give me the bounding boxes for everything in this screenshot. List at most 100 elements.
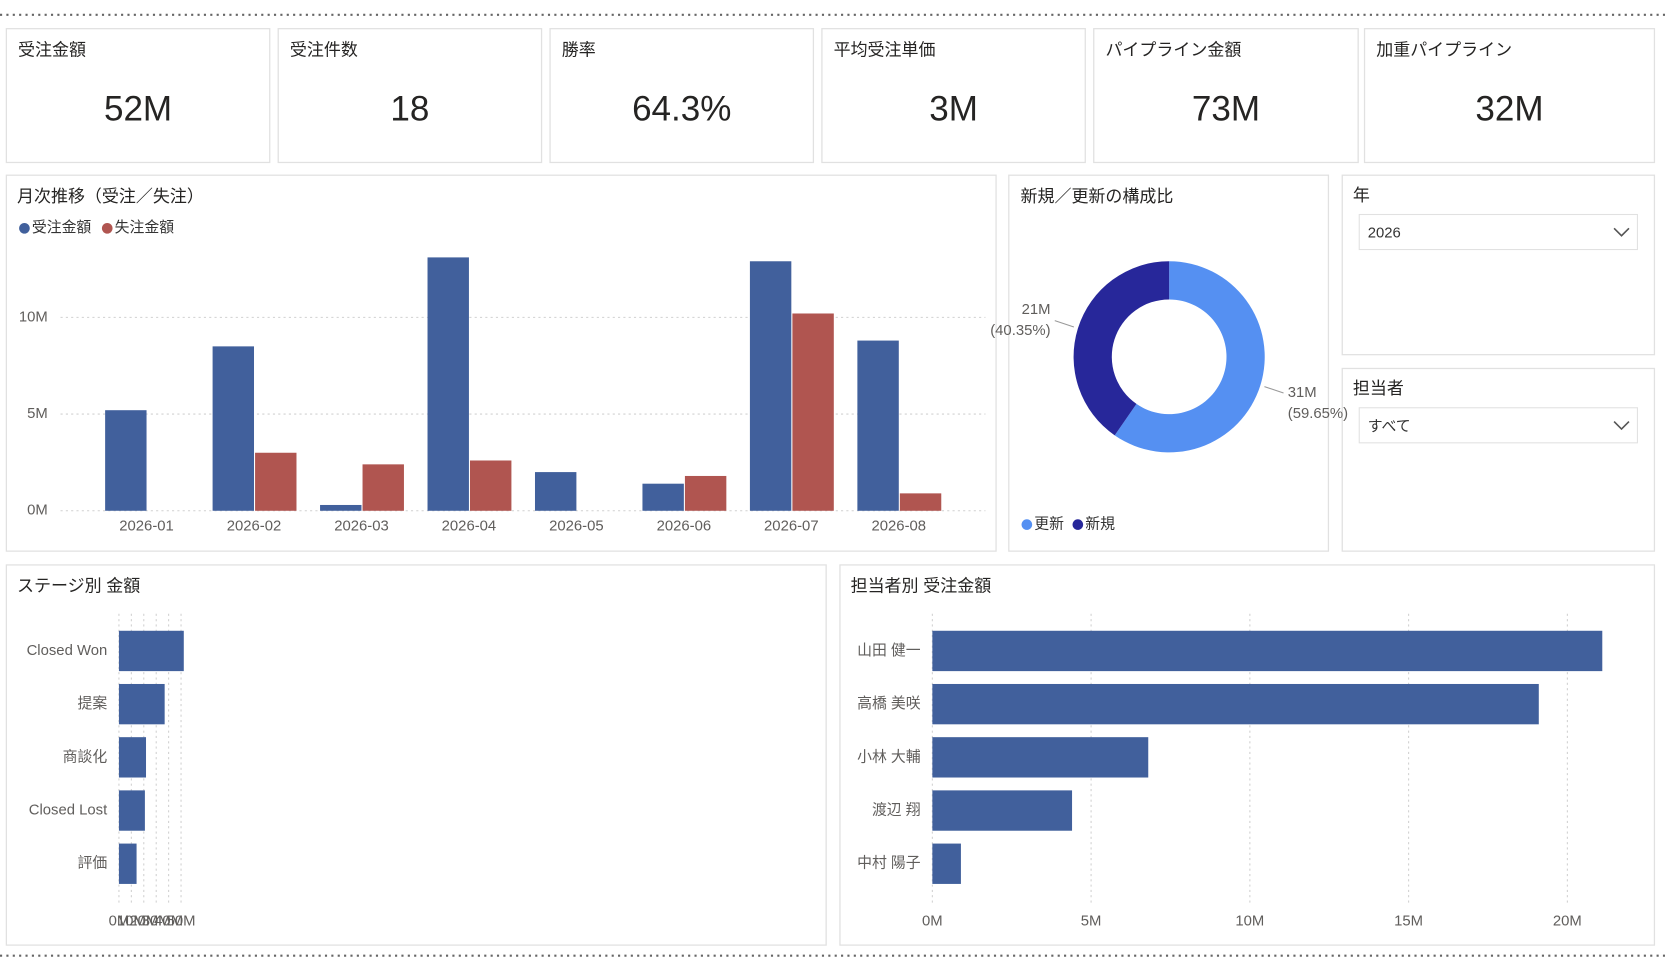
bar [427,257,469,511]
y-tick-label: 小林 大輔 [857,748,921,765]
leader-line [1264,386,1284,394]
x-tick-label: 0M [109,914,130,930]
x-tick-label: 0M [922,914,943,930]
donut-segment [1073,261,1170,436]
leader-line [1054,320,1075,328]
bar [118,630,184,672]
kpi-card [1363,28,1656,164]
bar [255,452,297,511]
x-tick-label: 2026-04 [442,519,497,535]
slicer-dropdown[interactable] [1358,407,1638,444]
x-tick-label: 2026-02 [227,519,282,535]
bar [362,464,404,511]
legend-marker [1021,519,1033,530]
kpi-label: 受注金額 [18,40,86,59]
x-tick-label: 15M [1394,914,1423,930]
y-tick-label: 提案 [78,694,108,712]
bar [320,504,362,511]
kpi-value: 64.3% [632,90,731,129]
slicer-panel [1341,367,1656,552]
bar [684,475,727,511]
y-tick-label: 0M [27,503,48,519]
x-tick-label: 10M [117,914,146,930]
bar [118,790,145,831]
chart-title: ステージ別 金額 [17,577,140,596]
donut-segment [1114,261,1265,453]
y-tick-label: 高橋 美咲 [857,695,921,712]
dropdown-arrow [1613,227,1630,237]
bar [749,261,792,511]
bar [899,493,942,511]
x-tick-label: 2026-07 [764,519,819,535]
y-tick-label: 評価 [78,855,108,872]
bar [792,313,834,511]
data-label-line: 31M [1288,385,1317,401]
data-label: 31M (59.65%) [1288,385,1348,422]
y-tick-label: 5M [27,406,48,422]
x-tick-label: 2026-01 [119,519,174,535]
chart-title: 新規／更新の構成比 [1020,187,1173,206]
bar [118,683,165,725]
bar [932,683,1539,725]
chart-panel [1008,174,1330,552]
kpi-value: 32M [1475,90,1543,129]
bar [932,630,1603,672]
data-label-line: 21M [1022,302,1051,318]
y-tick-label: 渡辺 翔 [872,801,921,818]
slicer-label: 担当者 [1353,379,1404,398]
slicer-dropdown[interactable] [1358,213,1638,251]
kpi-label: 平均受注単価 [834,40,936,59]
legend-marker [19,222,30,234]
bar [932,737,1149,778]
bar [932,790,1073,831]
x-tick-label: 5M [1081,914,1102,930]
x-tick-label: 50M [167,914,196,930]
legend-marker [1072,519,1084,530]
kpi-value: 52M [104,90,172,129]
kpi-card [821,28,1086,164]
dropdown-arrow [1613,421,1630,431]
x-tick-label: 2026-08 [872,519,927,535]
kpi-card [277,28,543,164]
y-tick-label: 10M [19,309,48,325]
bar [105,410,147,511]
kpi-value: 18 [390,90,429,129]
slicer-value: 2026 [1368,226,1401,242]
legend-label: 受注金額 [32,219,92,236]
legend-marker [101,222,113,234]
y-tick-label: 商談化 [63,748,108,765]
legend-label: 新規 [1085,516,1115,533]
data-label: 21M (40.35%) [990,302,1050,339]
kpi-label: パイプライン金額 [1105,40,1241,59]
kpi-card [5,28,271,164]
x-tick-label: 2026-03 [334,519,389,535]
bar [642,483,684,511]
bar [212,346,255,511]
kpi-card [549,28,815,164]
chart-title: 担当者別 受注金額 [851,577,992,596]
slicer-value: すべて [1368,418,1411,435]
bar [118,843,137,884]
bar [534,472,577,511]
y-tick-label: Closed Lost [29,802,108,818]
kpi-card [1093,28,1359,164]
y-tick-label: Closed Won [27,643,108,659]
y-tick-label: 中村 陽子 [857,855,921,872]
slicer-panel [1341,174,1656,356]
bar [469,460,512,511]
x-tick-label: 2026-06 [657,519,712,535]
bar [118,737,147,778]
x-tick-label: 20M [129,914,158,930]
x-tick-label: 10M [1235,914,1264,930]
kpi-label: 勝率 [562,40,596,59]
data-label-line: (40.35%) [990,323,1050,339]
chart-title: 月次推移（受注／失注） [17,187,204,206]
slicer-label: 年 [1353,186,1370,205]
bar [932,843,961,884]
y-tick-label: 山田 健一 [857,642,921,659]
data-label-line: (59.65%) [1288,406,1348,422]
x-tick-label: 20M [1553,914,1582,930]
x-tick-label: 2026-05 [549,519,604,535]
